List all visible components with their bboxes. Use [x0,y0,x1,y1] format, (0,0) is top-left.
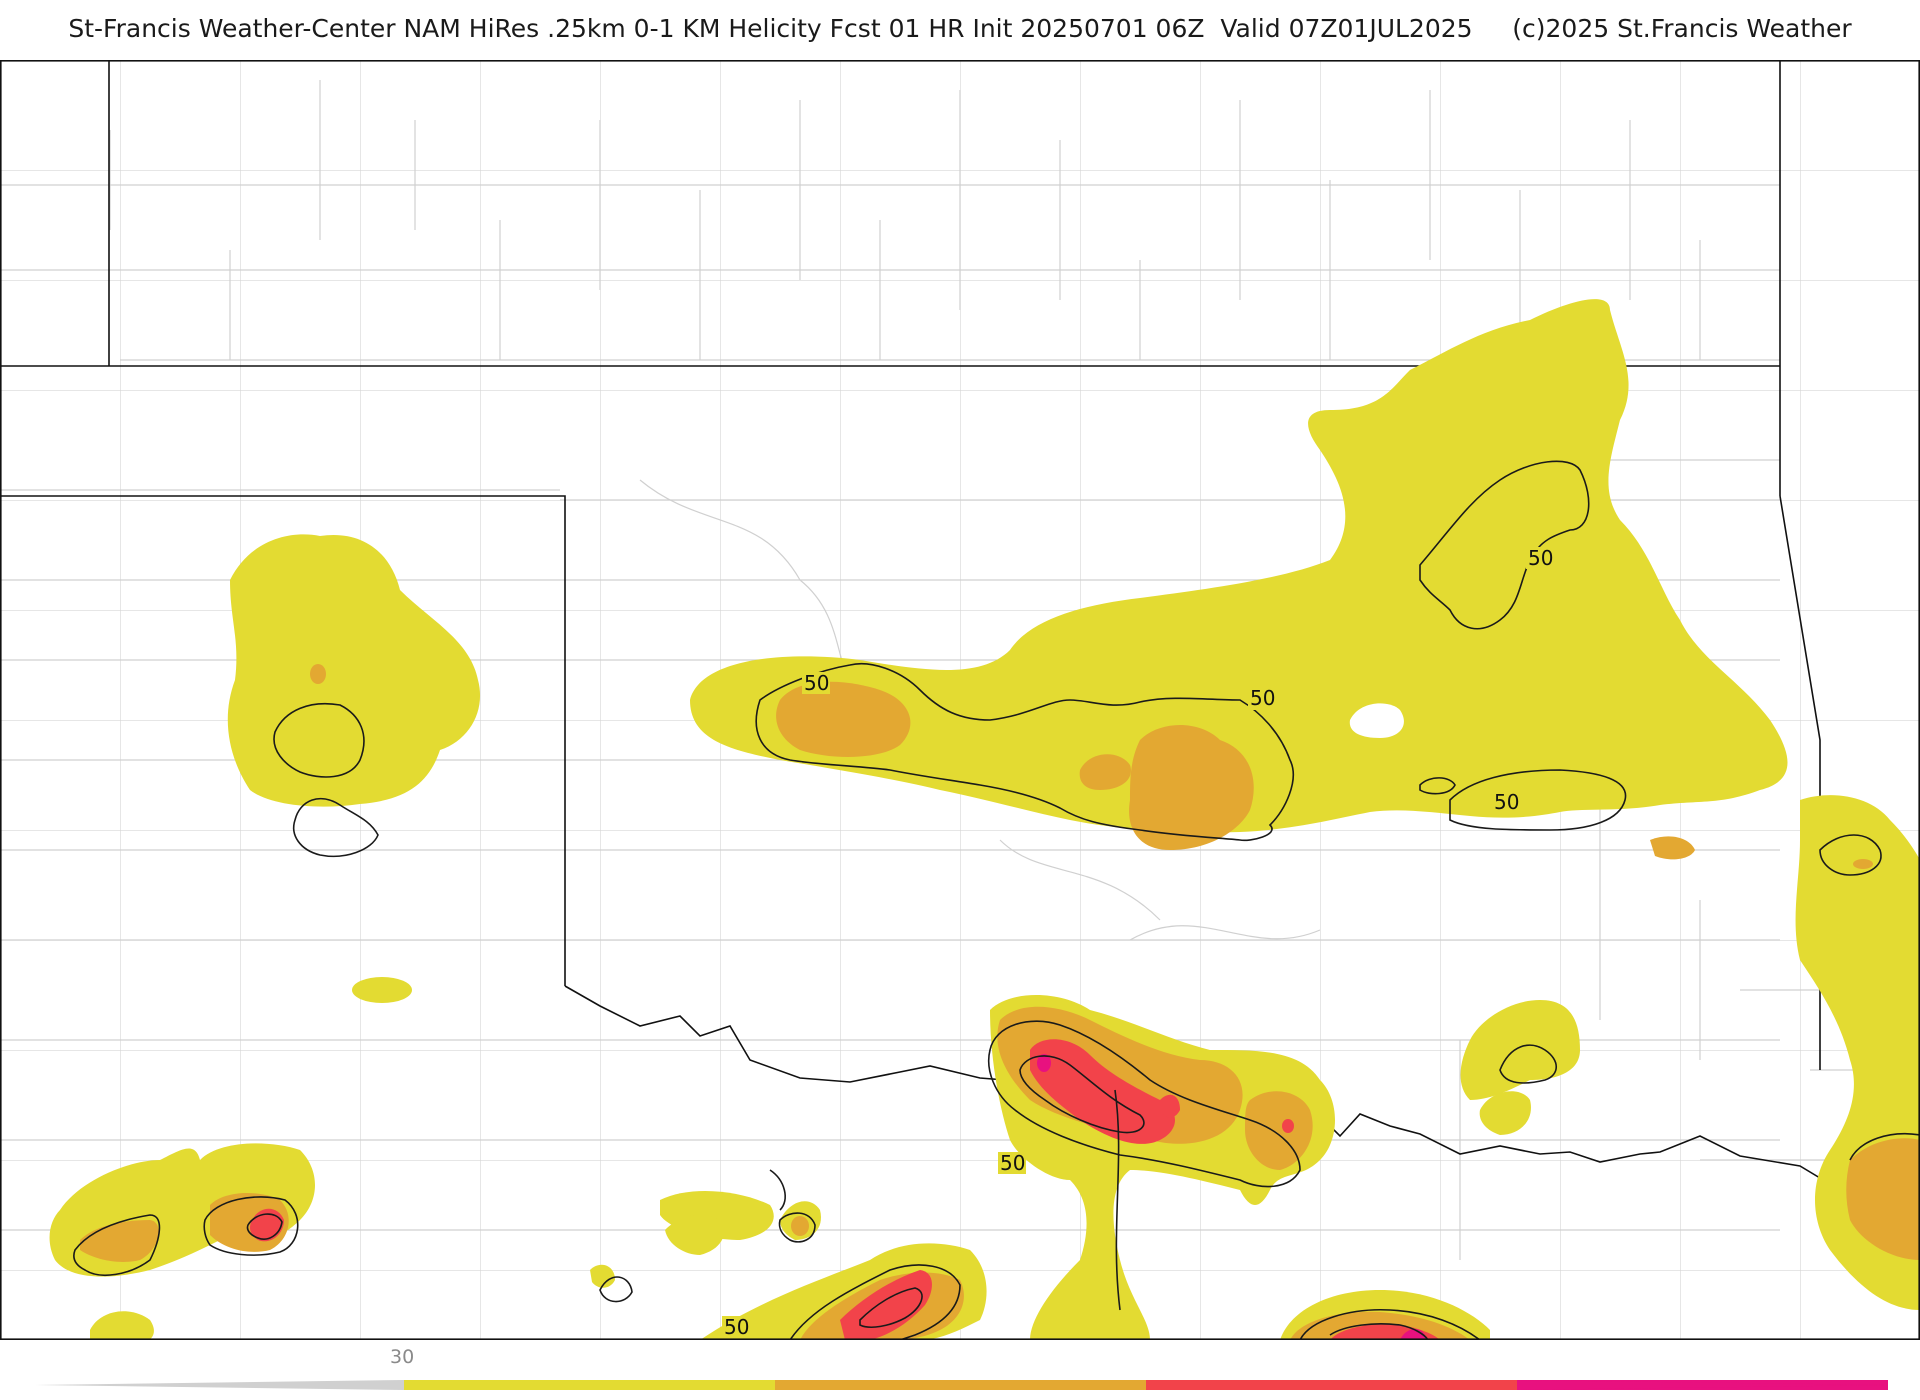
contour-label: 50 [724,1315,749,1339]
colorbar-segment-70 [1146,1380,1517,1390]
helicity-gaps [1349,703,1404,738]
contour-label: 50 [1000,1151,1025,1175]
colorbar-min-triangle [35,1380,404,1390]
helicity-level-30-fill [49,299,1919,1339]
page-title: St-Francis Weather-Center NAM HiRes .25k… [68,14,1852,43]
helicity-contours [73,460,1919,1339]
contour-label: 50 [1494,790,1519,814]
map-frame [0,60,1920,1340]
helicity-map: 50 50 50 50 50 50 [0,60,1920,1340]
colorbar: 30 [0,1340,1920,1400]
contour-label: 50 [1250,686,1275,710]
colorbar-max-triangle [1517,1380,1885,1390]
colorbar-segment-50 [775,1380,1146,1390]
helicity-level-90-fill [1037,1054,1428,1339]
contour-label: 50 [804,671,829,695]
contour-label: 50 [1528,546,1553,570]
colorbar-tick-label: 30 [390,1346,414,1368]
colorbar-segment-30 [404,1380,775,1390]
contour-labels: 50 50 50 50 50 50 [722,546,1554,1339]
